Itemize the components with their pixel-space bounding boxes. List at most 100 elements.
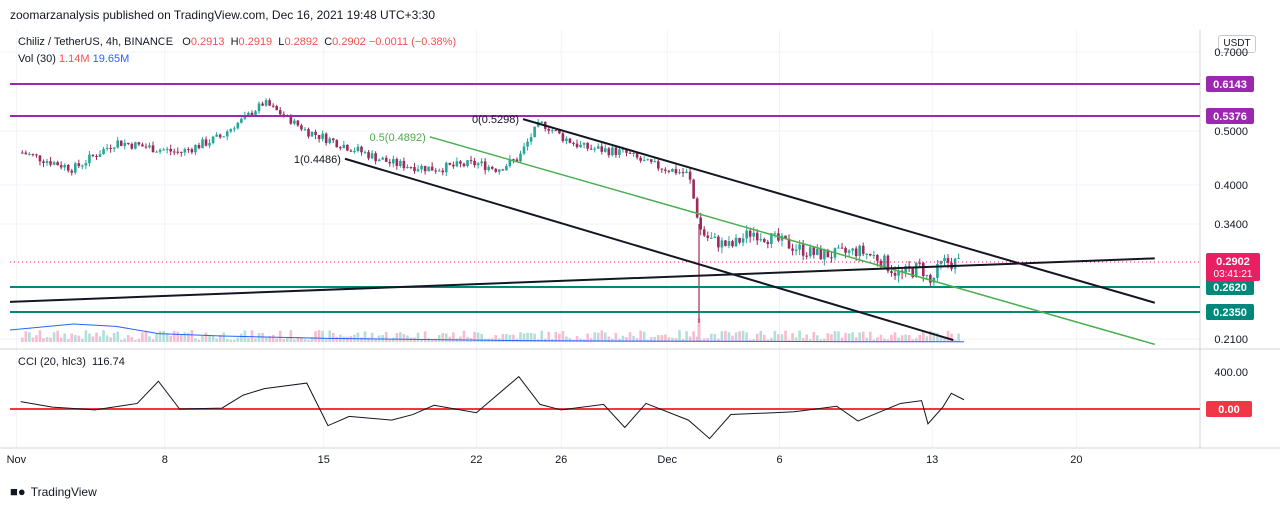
candle-body	[300, 125, 303, 130]
candle-body	[508, 159, 512, 167]
volume-bar	[335, 336, 339, 342]
candle-body	[374, 153, 377, 162]
candle-body	[434, 170, 437, 172]
volume-bar	[547, 331, 551, 342]
volume-bar	[727, 332, 731, 342]
volume-bar	[868, 331, 872, 342]
volume-bar	[734, 332, 738, 342]
candle-body	[681, 172, 685, 174]
volume-bar	[452, 332, 455, 342]
candle-body	[621, 148, 625, 150]
trendline-channel-top	[522, 118, 1156, 304]
volume-bar	[52, 332, 56, 342]
candle-body	[593, 148, 596, 150]
candle-body	[268, 100, 271, 106]
candle-body	[582, 142, 586, 145]
volume-bar	[399, 332, 402, 342]
candle-body	[303, 129, 307, 131]
volume-bar	[554, 331, 558, 342]
volume-bar	[558, 333, 561, 342]
candle-body	[558, 130, 561, 134]
candle-body	[596, 146, 600, 149]
footer-brand: TradingView	[30, 484, 97, 499]
candle-body	[310, 131, 314, 137]
volume-bar	[759, 330, 763, 342]
volume-bar	[303, 339, 307, 342]
candle-body	[586, 142, 589, 149]
candle-body	[395, 159, 399, 166]
candle-body	[56, 162, 59, 166]
time-tick: 20	[1070, 454, 1082, 466]
volume-bar	[384, 332, 388, 342]
candle-body	[483, 161, 487, 171]
symbol-title: Chiliz / TetherUS, 4h, BINANCE	[18, 36, 174, 48]
candle-body	[466, 160, 469, 167]
volume-bar	[678, 330, 681, 342]
volume-bar	[798, 330, 801, 342]
volume-bar	[476, 332, 480, 342]
volume-bar	[717, 338, 720, 342]
candle-body	[314, 131, 317, 136]
candle-body	[162, 149, 165, 151]
volume-bar	[709, 333, 713, 342]
currency-button[interactable]: USDT	[1218, 35, 1256, 53]
candle-body	[349, 150, 353, 152]
candle-body	[155, 151, 158, 153]
candle-body	[130, 143, 134, 149]
candle-body	[879, 260, 883, 267]
candle-body	[204, 139, 208, 146]
candle-body	[632, 152, 635, 154]
volume-bar	[688, 336, 692, 342]
level-label-bg	[1206, 108, 1254, 124]
candle-body	[324, 133, 328, 144]
candle-body	[63, 164, 66, 168]
volume-bar	[667, 337, 671, 342]
volume-bar	[724, 330, 727, 342]
candle-body	[953, 258, 957, 269]
volume-bar	[568, 338, 572, 342]
volume-bar	[929, 330, 932, 342]
volume-bar	[656, 335, 660, 342]
candle-body	[911, 268, 914, 278]
volume-bar	[70, 333, 74, 342]
candle-body	[165, 148, 169, 150]
candle-body	[851, 248, 854, 251]
volume-bar	[197, 339, 201, 342]
horizontal-levels[interactable]	[10, 83, 1200, 313]
footer-logo[interactable]: ■● TradingView	[10, 484, 97, 499]
candle-body	[321, 133, 324, 139]
candle-body	[328, 138, 331, 144]
volume-bar	[632, 335, 635, 342]
candle-body	[289, 115, 293, 124]
candle-body	[660, 168, 664, 170]
candle-body	[59, 165, 63, 168]
cci-title: CCI (20, hlc3)	[18, 356, 86, 368]
candle-body	[801, 244, 805, 256]
candle-body	[399, 160, 402, 166]
volume-bar	[119, 339, 123, 342]
volume-bar	[702, 338, 706, 342]
volume-bar	[685, 331, 688, 342]
candle-body	[105, 147, 109, 149]
candle-body	[190, 149, 194, 153]
volume-bar	[801, 337, 805, 342]
price-tick: 0.4000	[1214, 180, 1248, 192]
candle-body	[73, 163, 77, 173]
candle-body	[342, 144, 346, 149]
candle-body	[939, 260, 943, 265]
candle-body	[459, 161, 462, 164]
trendlines[interactable]	[9, 118, 1156, 346]
candle-body	[914, 262, 918, 278]
candle-body	[487, 166, 490, 171]
volume-bar	[883, 338, 886, 342]
volume-bar	[215, 338, 218, 342]
volume-ma-value: 19.65M	[92, 53, 130, 65]
candle-body	[455, 161, 459, 167]
candle-body	[554, 130, 558, 132]
volume-bar	[755, 333, 759, 342]
candle-body	[664, 169, 667, 171]
volume-bar	[356, 332, 360, 342]
volume-bar	[222, 332, 225, 342]
time-tick: 6	[776, 454, 782, 466]
